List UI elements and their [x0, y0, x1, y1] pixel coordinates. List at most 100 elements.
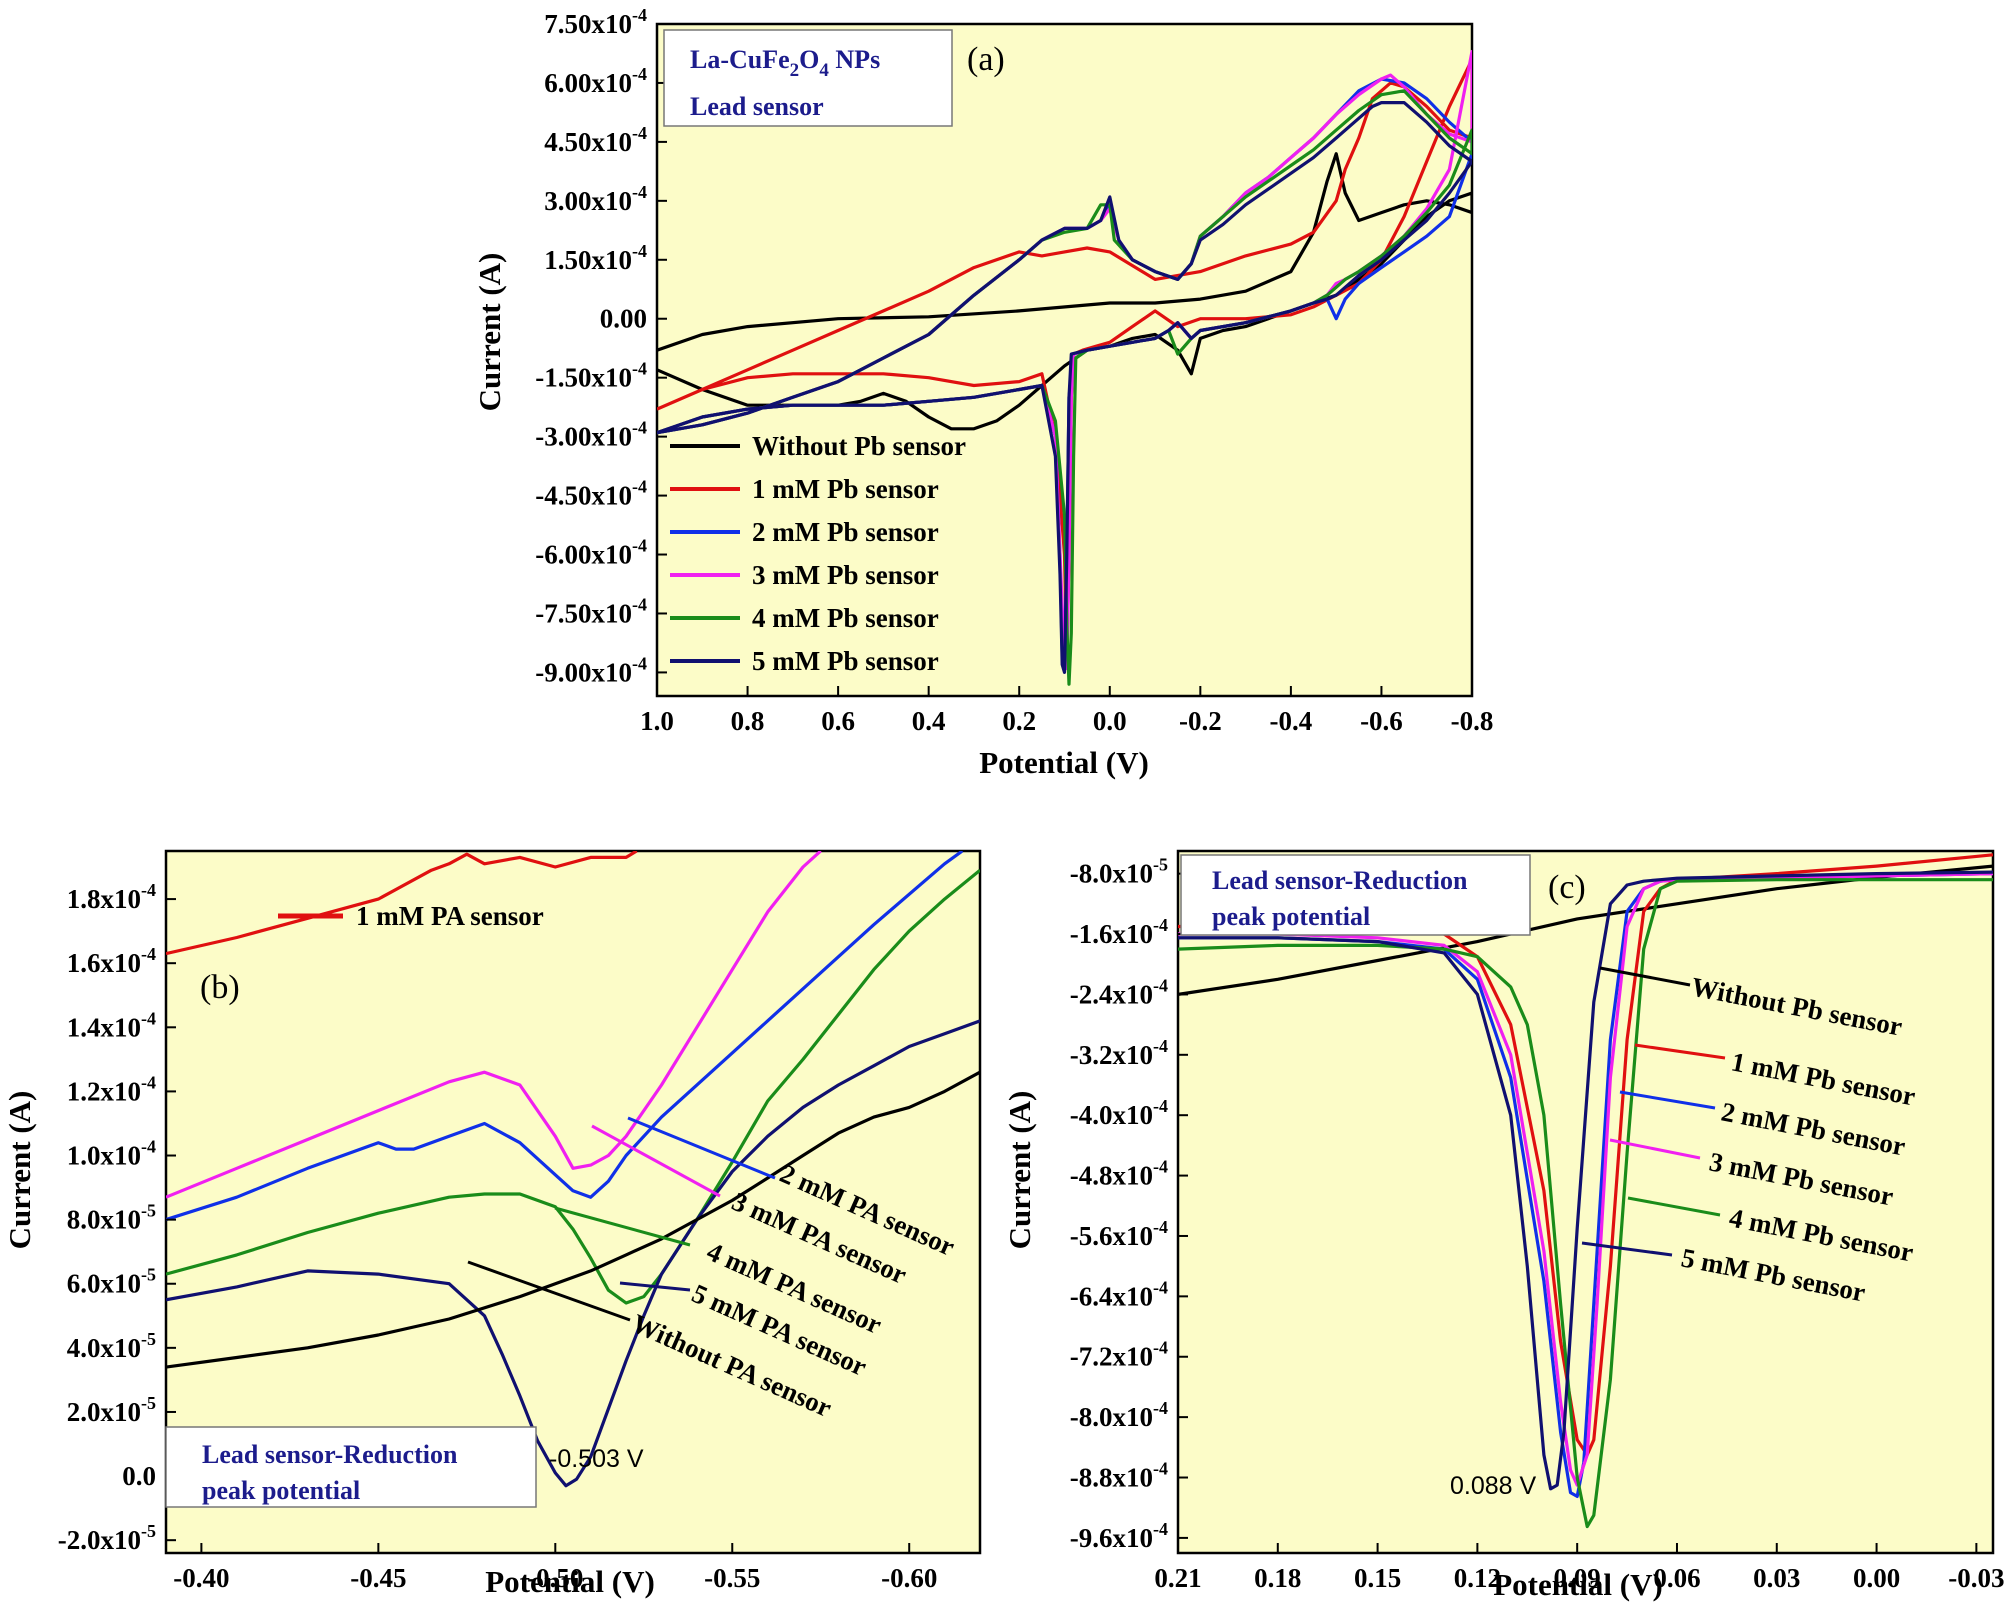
- y-tick-label: 1.2x10-4: [67, 1072, 156, 1106]
- legend-label-3-mm-pb-sensor: 3 mM Pb sensor: [752, 560, 939, 590]
- leader-line-without-pa-sensor: [467, 1260, 631, 1322]
- panel-b-y-axis-label: Current (A): [2, 1091, 37, 1250]
- y-tick-label: 2.0x10-5: [67, 1393, 156, 1427]
- y-tick-label: -5.6x10-4: [1070, 1217, 1168, 1251]
- series-line-2-mm-pa-sensor: [166, 851, 964, 1222]
- leader-line-4-mm-pa-sensor: [554, 1206, 691, 1247]
- y-tick-label: 1.4x10-4: [67, 1008, 156, 1042]
- legend-label-2-mm-pb-sensor: 2 mM Pb sensor: [752, 517, 939, 547]
- y-tick-label: -6.4x10-4: [1070, 1277, 1168, 1311]
- panel-c-y-axis-label: Current (A): [1002, 1091, 1037, 1250]
- y-tick-label: 1.6x10-4: [67, 944, 156, 978]
- info-box-line1-pre: La-CuFe: [690, 45, 790, 74]
- series-line-5-mm-pa-sensor: [166, 1019, 980, 1488]
- y-tick-label: -8.8x10-4: [1070, 1459, 1168, 1493]
- y-tick-label: 0.0: [122, 1461, 156, 1491]
- y-tick-label: 7.50x10-4: [544, 5, 647, 39]
- panel-b: -0.40 -0.45 -0.50 -0.55 -0.60 1.8x10-4 1.6x10…: [2, 849, 982, 1599]
- panel-c-info-line2: peak potential: [1212, 902, 1370, 931]
- x-tick-label: -0.8: [1451, 706, 1494, 736]
- x-tick-label: 0.03: [1753, 1563, 1800, 1593]
- info-box-sub1: 2: [790, 60, 800, 81]
- series-line-5-mm-pb-sensor: [1178, 870, 1993, 1491]
- y-tick-label: 4.0x10-5: [67, 1329, 156, 1363]
- panel-b-label: (b): [200, 969, 240, 1006]
- leader-line-without-pb-sensor: [1599, 966, 1691, 987]
- series-line-4-mm-pb-sensor: [1178, 878, 1993, 1529]
- x-tick-label: 0.06: [1653, 1563, 1700, 1593]
- legend-label-4-mm-pb-sensor: 4 mM Pb sensor: [752, 603, 939, 633]
- x-tick-label: -0.45: [350, 1563, 406, 1593]
- panel-c-peak-annotation: 0.088 V: [1450, 1472, 1537, 1500]
- info-box-sub2: 4: [819, 60, 829, 81]
- y-tick-label: -1.6x10-4: [1070, 915, 1168, 949]
- info-box-line1-post: NPs: [829, 45, 880, 74]
- x-tick-label: -0.4: [1270, 706, 1313, 736]
- panel-c-info-line1: Lead sensor-Reduction: [1212, 866, 1468, 895]
- y-tick-label: -7.50x10-4: [535, 594, 647, 628]
- y-tick-label: -4.50x10-4: [535, 477, 647, 511]
- leader-line-5-mm-pa-sensor: [619, 1281, 691, 1292]
- y-tick-label: -4.0x10-4: [1070, 1096, 1168, 1130]
- info-box-line2: Lead sensor: [690, 92, 824, 121]
- y-tick-label: 4.50x10-4: [544, 123, 647, 157]
- y-tick-label: -9.00x10-4: [535, 653, 647, 687]
- x-tick-label: 0.4: [912, 706, 946, 736]
- x-tick-label: 0.8: [731, 706, 765, 736]
- panel-a-y-axis-label: Current (A): [472, 253, 507, 412]
- y-tick-label: -9.6x10-4: [1070, 1519, 1168, 1553]
- panel-b-x-axis-label: Potential (V): [485, 1564, 655, 1599]
- y-tick-label: 1.50x10-4: [544, 241, 647, 275]
- y-tick-label: 3.00x10-4: [544, 182, 647, 216]
- leader-line-2-mm-pa-sensor: [627, 1116, 776, 1180]
- y-tick-label: -6.00x10-4: [535, 536, 647, 570]
- legend-label-1-mm-pb-sensor: 1 mM Pb sensor: [752, 474, 939, 504]
- legend-label-1-mm-pa-sensor: 1 mM PA sensor: [356, 901, 544, 931]
- x-tick-label: -0.40: [173, 1563, 229, 1593]
- panel-a: 1.0 0.8 0.6 0.4 0.2 0.0 -0.2 -0.4 -0.6 -0.8 7.50x…: [472, 5, 1493, 780]
- x-tick-label: 0.00: [1853, 1563, 1900, 1593]
- x-tick-label: -0.2: [1179, 706, 1222, 736]
- x-tick-label: -0.50: [527, 1563, 583, 1593]
- x-tick-label: -0.60: [881, 1563, 937, 1593]
- y-tick-label: 8.0x10-5: [67, 1201, 156, 1235]
- leader-line-3-mm-pb-sensor: [1609, 1138, 1701, 1160]
- panel-a-info-box: La-CuFe2O4 NPs Lead sensor: [663, 29, 953, 127]
- y-tick-label: 0.00: [600, 304, 647, 334]
- panel-a-label: (a): [967, 41, 1005, 78]
- x-tick-label: 0.6: [821, 706, 855, 736]
- y-tick-label: -8.0x10-4: [1070, 1398, 1168, 1432]
- y-tick-label: -3.00x10-4: [535, 418, 647, 452]
- x-tick-label: 0.0: [1093, 706, 1127, 736]
- series-line-without-pa-sensor: [166, 1070, 980, 1369]
- leader-line-3-mm-pa-sensor: [591, 1124, 721, 1198]
- y-tick-label: 1.8x10-4: [67, 880, 156, 914]
- x-tick-label: -0.55: [704, 1563, 760, 1593]
- leader-line-5-mm-pb-sensor: [1581, 1241, 1673, 1257]
- x-tick-label: 0.21: [1154, 1563, 1201, 1593]
- x-tick-label: 0.12: [1454, 1563, 1501, 1593]
- x-tick-label: 0.18: [1254, 1563, 1301, 1593]
- y-tick-label: 6.0x10-5: [67, 1265, 156, 1299]
- y-tick-label: 1.0x10-4: [67, 1137, 156, 1171]
- series-line-4-mm-pa-sensor: [166, 868, 980, 1305]
- legend-label-without-pb-sensor: Without Pb sensor: [752, 431, 966, 461]
- y-tick-label: -1.50x10-4: [535, 359, 647, 393]
- panel-b-info-line2: peak potential: [202, 1476, 360, 1505]
- leader-line-4-mm-pb-sensor: [1627, 1196, 1721, 1217]
- series-line-3-mm-pa-sensor: [166, 851, 822, 1199]
- y-tick-label: -2.0x10-5: [58, 1521, 156, 1555]
- x-tick-label: -0.6: [1360, 706, 1403, 736]
- y-tick-label: 6.00x10-4: [544, 64, 647, 98]
- svg-text:La-CuFe2O4 NPs: La-CuFe2O4 NPs: [690, 45, 880, 81]
- panel-c-x-axis-label: Potential (V): [1493, 1567, 1663, 1602]
- y-tick-label: -2.4x10-4: [1070, 975, 1168, 1009]
- panel-b-info-line1: Lead sensor-Reduction: [202, 1440, 458, 1469]
- y-tick-label: -3.2x10-4: [1070, 1036, 1168, 1070]
- x-tick-label: -0.03: [1948, 1563, 2004, 1593]
- leader-line-1-mm-pb-sensor: [1634, 1043, 1726, 1060]
- panel-c-info-box: Lead sensor-Reduction peak potential: [1180, 854, 1531, 936]
- panel-c: 0.21 0.18 0.15 0.12 0.09 0.06 0.03 0.00 -0.03 -8…: [1002, 849, 2004, 1602]
- series-line-5-mm-pb-sensor: [657, 101, 1472, 674]
